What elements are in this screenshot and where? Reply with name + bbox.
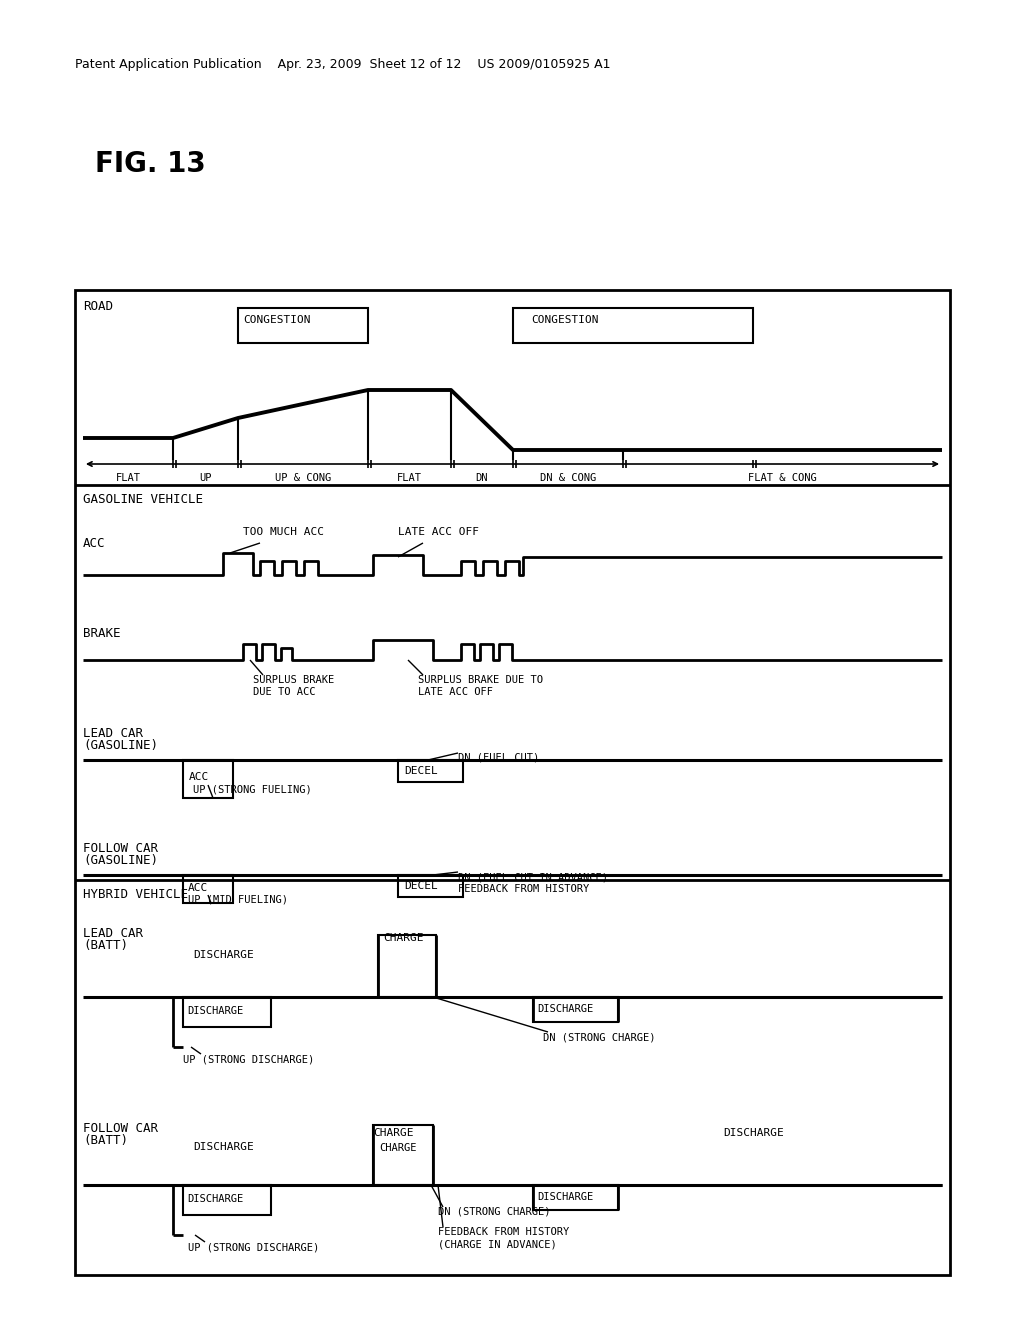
Text: CONGESTION: CONGESTION bbox=[243, 315, 310, 325]
Text: FLAT & CONG: FLAT & CONG bbox=[749, 473, 817, 483]
Bar bbox=[534, 997, 618, 1022]
Bar bbox=[513, 308, 753, 343]
Text: (GASOLINE): (GASOLINE) bbox=[83, 854, 158, 867]
Text: DN (STRONG CHARGE): DN (STRONG CHARGE) bbox=[438, 1206, 551, 1217]
Bar bbox=[398, 760, 463, 781]
Text: UP: UP bbox=[200, 473, 212, 483]
Text: UP (STRONG DISCHARGE): UP (STRONG DISCHARGE) bbox=[188, 1243, 319, 1253]
Bar bbox=[75, 290, 950, 1275]
Text: ACC: ACC bbox=[83, 537, 105, 550]
Bar bbox=[378, 935, 436, 997]
Text: DN & CONG: DN & CONG bbox=[540, 473, 596, 483]
Text: UP (STRONG FUELING): UP (STRONG FUELING) bbox=[193, 785, 311, 795]
Text: ACC: ACC bbox=[189, 772, 209, 781]
Text: ACC: ACC bbox=[188, 883, 208, 894]
Text: LATE ACC OFF: LATE ACC OFF bbox=[398, 527, 479, 537]
Text: UP (STRONG DISCHARGE): UP (STRONG DISCHARGE) bbox=[183, 1055, 314, 1065]
Text: LEAD CAR: LEAD CAR bbox=[83, 927, 143, 940]
Text: DN (STRONG CHARGE): DN (STRONG CHARGE) bbox=[543, 1032, 655, 1041]
Text: DISCHARGE: DISCHARGE bbox=[187, 1006, 244, 1016]
Text: (BATT): (BATT) bbox=[83, 939, 128, 952]
Text: CHARGE: CHARGE bbox=[373, 1129, 414, 1138]
Text: LEAD CAR: LEAD CAR bbox=[83, 727, 143, 741]
Text: (BATT): (BATT) bbox=[83, 1134, 128, 1147]
Text: DN (FUEL CUT): DN (FUEL CUT) bbox=[458, 752, 540, 763]
Text: CHARGE: CHARGE bbox=[379, 1143, 417, 1152]
Text: DISCHARGE: DISCHARGE bbox=[723, 1129, 783, 1138]
Text: CONGESTION: CONGESTION bbox=[531, 315, 598, 325]
Text: BRAKE: BRAKE bbox=[83, 627, 121, 640]
Text: TOO MUCH ACC: TOO MUCH ACC bbox=[243, 527, 324, 537]
Text: DN: DN bbox=[476, 473, 488, 483]
Text: FLAT: FLAT bbox=[116, 473, 140, 483]
Text: CHARGE: CHARGE bbox=[383, 933, 424, 942]
Text: DISCHARGE: DISCHARGE bbox=[193, 950, 254, 960]
Text: (GASOLINE): (GASOLINE) bbox=[83, 739, 158, 752]
Text: UP & CONG: UP & CONG bbox=[274, 473, 331, 483]
Bar bbox=[183, 760, 233, 799]
Text: FEEDBACK FROM HISTORY
(CHARGE IN ADVANCE): FEEDBACK FROM HISTORY (CHARGE IN ADVANCE… bbox=[438, 1228, 569, 1250]
Text: SURPLUS BRAKE DUE TO
LATE ACC OFF: SURPLUS BRAKE DUE TO LATE ACC OFF bbox=[418, 675, 543, 697]
Text: DISCHARGE: DISCHARGE bbox=[187, 1195, 244, 1204]
Bar bbox=[183, 1185, 271, 1214]
Bar bbox=[398, 875, 463, 898]
Bar bbox=[183, 997, 271, 1027]
Text: FOLLOW CAR: FOLLOW CAR bbox=[83, 842, 158, 855]
Text: UP (MID FUELING): UP (MID FUELING) bbox=[188, 895, 288, 906]
Text: DECEL: DECEL bbox=[404, 766, 437, 776]
Text: FLAT: FLAT bbox=[397, 473, 422, 483]
Text: GASOLINE VEHICLE: GASOLINE VEHICLE bbox=[83, 492, 203, 506]
Text: DN (FUEL CUT IN ADVANCE)
FEEDBACK FROM HISTORY: DN (FUEL CUT IN ADVANCE) FEEDBACK FROM H… bbox=[458, 873, 608, 895]
Text: DISCHARGE: DISCHARGE bbox=[537, 1192, 593, 1203]
Text: ROAD: ROAD bbox=[83, 300, 113, 313]
Bar bbox=[238, 308, 368, 343]
Text: Patent Application Publication    Apr. 23, 2009  Sheet 12 of 12    US 2009/01059: Patent Application Publication Apr. 23, … bbox=[75, 58, 610, 71]
Bar bbox=[373, 1125, 433, 1185]
Text: FIG. 13: FIG. 13 bbox=[95, 150, 206, 178]
Text: DECEL: DECEL bbox=[404, 880, 437, 891]
Text: SURPLUS BRAKE
DUE TO ACC: SURPLUS BRAKE DUE TO ACC bbox=[253, 675, 334, 697]
Text: DISCHARGE: DISCHARGE bbox=[193, 1142, 254, 1152]
Bar bbox=[183, 875, 233, 903]
Text: HYBRID VEHICLE: HYBRID VEHICLE bbox=[83, 888, 188, 902]
Bar bbox=[534, 1185, 618, 1210]
Text: DISCHARGE: DISCHARGE bbox=[537, 1005, 593, 1014]
Text: FOLLOW CAR: FOLLOW CAR bbox=[83, 1122, 158, 1135]
